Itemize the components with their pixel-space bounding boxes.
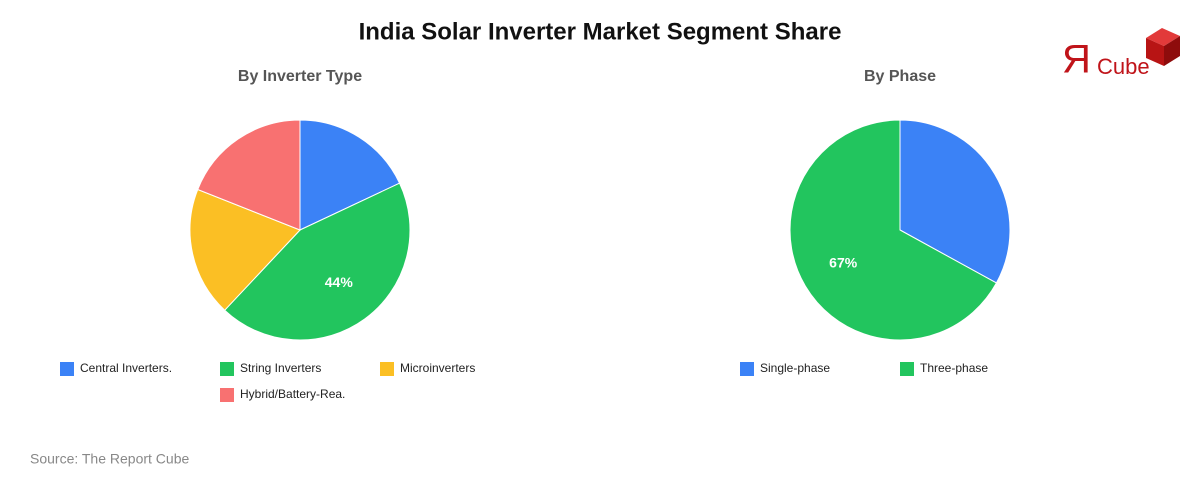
legend-swatch — [740, 362, 754, 376]
logo: Я Cube — [1062, 28, 1180, 82]
pie-slice — [223, 182, 411, 341]
logo-text: Cube — [1097, 54, 1150, 79]
logo-cube-top — [1146, 28, 1180, 46]
pie-slice — [189, 188, 301, 311]
legend-label: Microinverters — [400, 361, 475, 375]
source: Source: The Report Cube — [30, 451, 189, 467]
chart-subtitle: By Phase — [864, 68, 936, 85]
pie-slice — [789, 119, 998, 341]
legend-label: Central Inverters. — [80, 361, 172, 375]
legend-label: Three-phase — [920, 361, 988, 375]
legend-label: String Inverters — [240, 361, 321, 375]
logo-cube-right — [1164, 36, 1180, 66]
legend-swatch — [220, 362, 234, 376]
slice-label: 67% — [829, 254, 858, 270]
chart-subtitle: By Inverter Type — [238, 68, 362, 85]
logo-mark: Я — [1062, 38, 1091, 82]
pie-slice — [299, 119, 401, 231]
pie-slice — [197, 119, 301, 231]
page-title: India Solar Inverter Market Segment Shar… — [359, 18, 842, 45]
legend-label: Single-phase — [760, 361, 830, 375]
slice-label: 44% — [325, 274, 354, 290]
legend-label: Hybrid/Battery-Rea. — [240, 387, 345, 401]
pie-slice — [899, 119, 1011, 284]
legend-swatch — [380, 362, 394, 376]
legend-swatch — [900, 362, 914, 376]
legend-swatch — [60, 362, 74, 376]
logo-cube-left — [1146, 38, 1164, 66]
legend-swatch — [220, 388, 234, 402]
